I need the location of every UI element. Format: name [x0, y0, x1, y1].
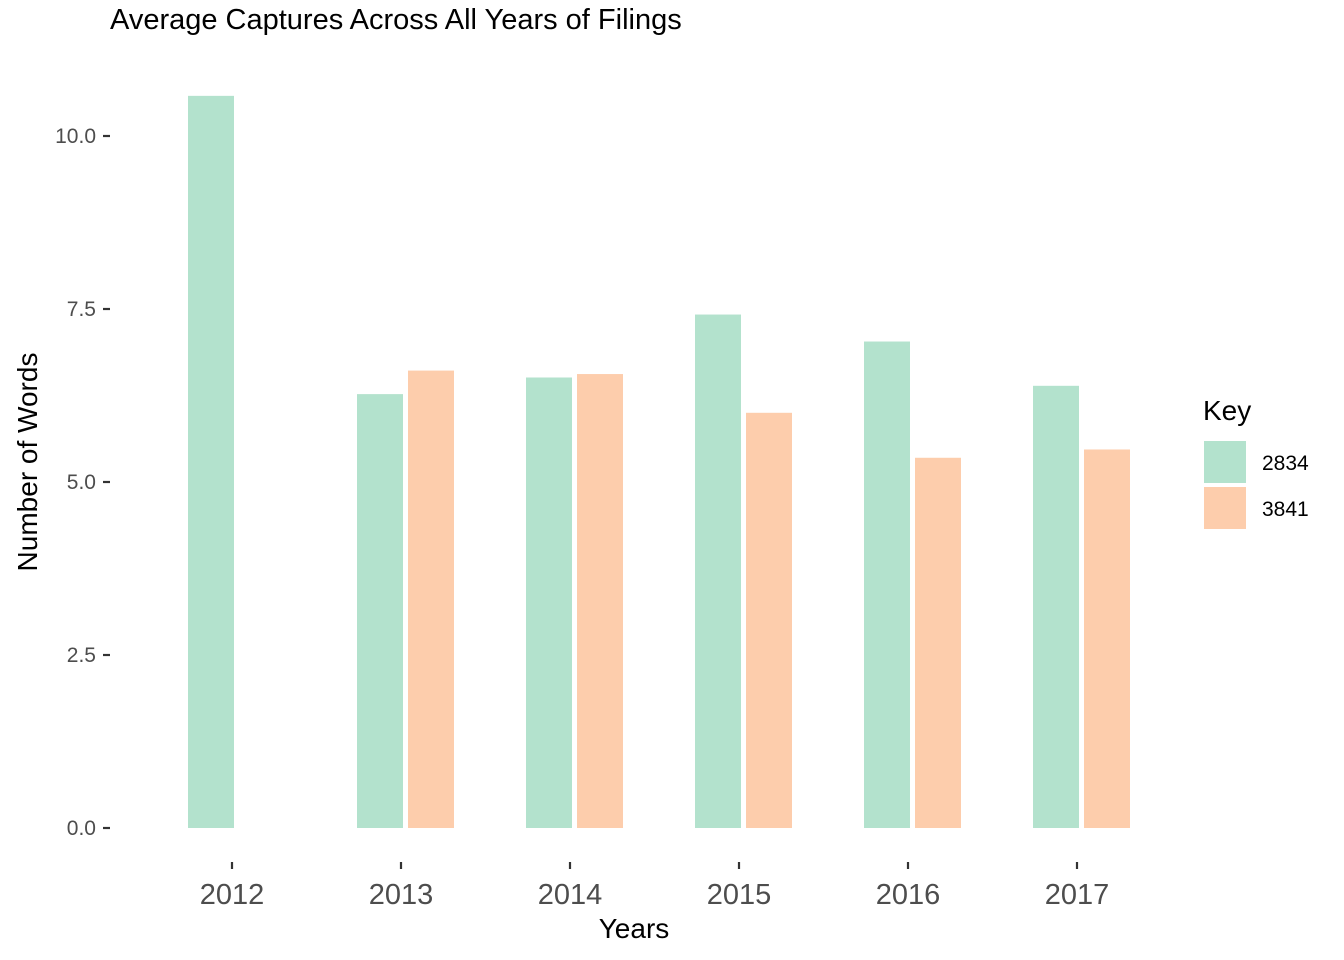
legend-key-3841	[1202, 485, 1248, 531]
bars-group	[188, 95, 1130, 828]
bar-2014-3841	[577, 374, 623, 828]
y-axis: 0.0 2.5 5.0 7.5 10.0	[55, 125, 110, 840]
bar-2014-2834	[526, 377, 572, 828]
x-tick-label-2014: 2014	[538, 879, 603, 911]
x-tick-label-2016: 2016	[876, 879, 941, 911]
x-axis-title: Years	[599, 913, 670, 944]
legend-label-2834: 2834	[1262, 452, 1309, 475]
bar-2013-2834	[357, 394, 403, 828]
chart-title: Average Captures Across All Years of Fil…	[110, 4, 682, 36]
bar-2015-3841	[746, 412, 792, 828]
bar-2017-3841	[1084, 449, 1130, 828]
bar-2017-2834	[1033, 385, 1079, 828]
legend-key-2834	[1202, 439, 1248, 485]
legend: Key 2834 3841	[1202, 395, 1309, 531]
bar-2013-3841	[408, 370, 454, 828]
bar-2015-2834	[695, 314, 741, 828]
y-tick-label: 10.0	[55, 125, 96, 148]
bar-2012-2834	[188, 95, 234, 828]
bar-2016-2834	[864, 341, 910, 828]
bar-2016-3841	[915, 457, 961, 828]
x-axis: 2012 2013 2014 2015 2016 2017	[200, 862, 1110, 911]
y-tick-label: 0.0	[67, 817, 96, 840]
y-tick-label: 2.5	[67, 644, 96, 667]
legend-label-3841: 3841	[1262, 498, 1309, 521]
legend-title: Key	[1203, 395, 1251, 426]
y-tick-label: 5.0	[67, 471, 96, 494]
y-axis-title: Number of Words	[12, 353, 43, 572]
x-tick-label-2017: 2017	[1045, 879, 1110, 911]
x-tick-label-2012: 2012	[200, 879, 265, 911]
x-tick-label-2015: 2015	[707, 879, 772, 911]
x-tick-label-2013: 2013	[369, 879, 434, 911]
y-tick-label: 7.5	[67, 298, 96, 321]
